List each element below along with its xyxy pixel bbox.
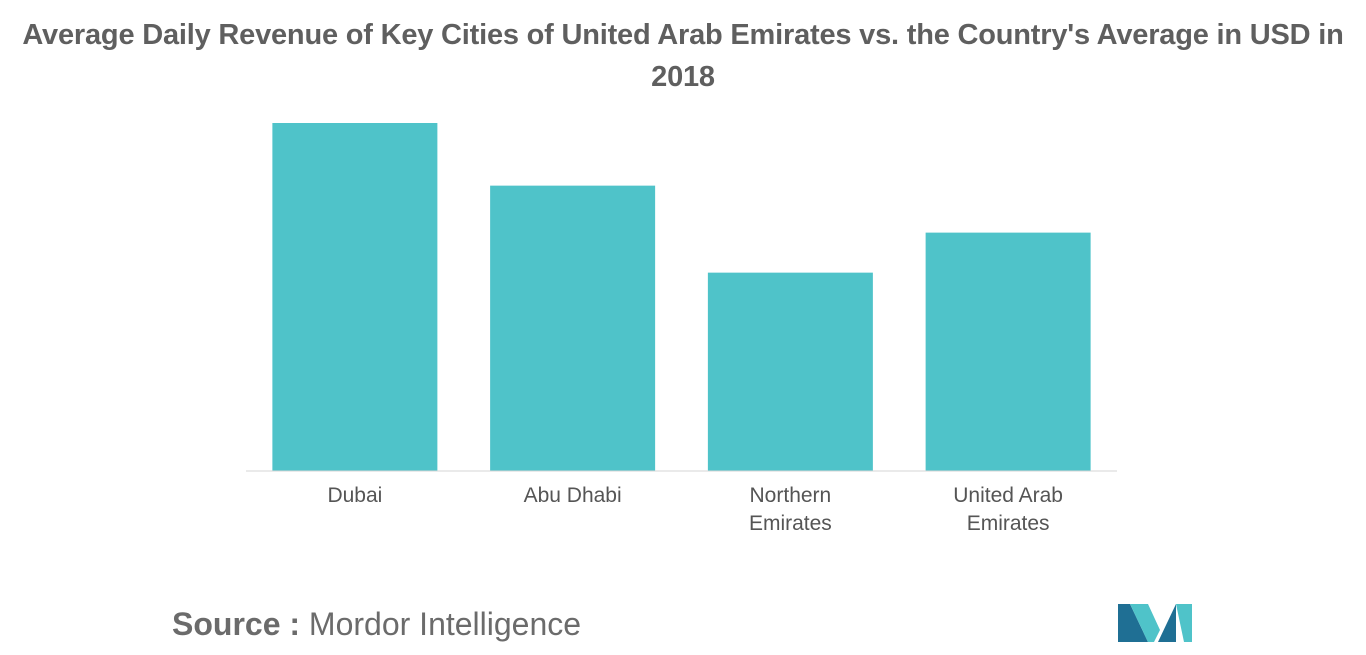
source-label: Source : xyxy=(172,606,301,642)
source-note: Source : Mordor Intelligence xyxy=(172,606,581,643)
tick-label-line: Dubai xyxy=(327,484,382,507)
tick-label-line: Emirates xyxy=(967,512,1050,535)
bar-2 xyxy=(707,272,873,471)
tick-label-line: Emirates xyxy=(749,512,832,535)
tick-label-0: Dubai xyxy=(327,484,382,507)
tick-label-line: Abu Dhabi xyxy=(524,484,622,507)
tick-label-line: United Arab xyxy=(953,484,1063,507)
tick-label-1: Abu Dhabi xyxy=(524,484,622,507)
source-text: Mordor Intelligence xyxy=(308,606,582,642)
bar-1 xyxy=(490,185,656,471)
bar-0 xyxy=(272,123,438,471)
tick-label-2: Northern Emirates xyxy=(749,484,832,535)
tick-label-3: United Arab Emirates xyxy=(953,484,1063,535)
bars-group xyxy=(272,123,1091,471)
tick-label-line: Northern xyxy=(750,484,832,507)
mordor-intelligence-logo-icon xyxy=(1118,604,1192,642)
chart-title: Average Daily Revenue of Key Cities of U… xyxy=(22,19,1344,93)
bar-3 xyxy=(925,232,1091,471)
